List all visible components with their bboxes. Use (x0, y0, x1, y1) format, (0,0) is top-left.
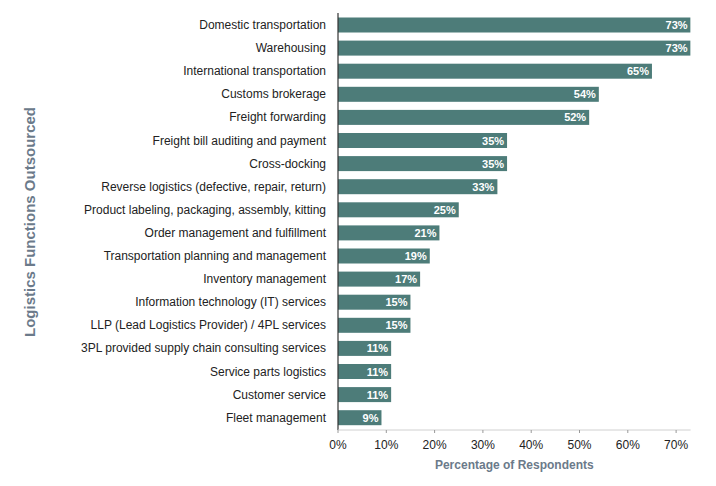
bar (338, 272, 420, 287)
category-label: Freight bill auditing and payment (153, 134, 327, 148)
category-label: Service parts logistics (210, 365, 326, 379)
tick-label: 20% (423, 438, 447, 452)
bar (338, 18, 691, 33)
category-label: Domestic transportation (199, 18, 326, 32)
tick-mark (676, 430, 677, 433)
data-label: 35% (482, 158, 504, 170)
data-label: 52% (564, 111, 586, 123)
tick-label: 30% (471, 438, 495, 452)
bar (338, 295, 410, 310)
bar (338, 364, 391, 379)
data-label: 21% (414, 227, 436, 239)
bar (338, 410, 381, 425)
category-label: Warehousing (256, 41, 326, 55)
category-label: International transportation (183, 64, 326, 78)
category-label: Cross-docking (249, 157, 326, 171)
data-label: 17% (395, 273, 417, 285)
data-label: 19% (405, 250, 427, 262)
data-label: 15% (385, 319, 407, 331)
category-label: Product labeling, packaging, assembly, k… (84, 203, 326, 217)
bar (338, 64, 652, 79)
category-label: Inventory management (203, 272, 326, 286)
tick-mark (579, 430, 580, 433)
tick-mark (386, 430, 387, 433)
tick-label: 60% (616, 438, 640, 452)
tick-label: 10% (374, 438, 398, 452)
category-label: Information technology (IT) services (135, 295, 326, 309)
bar (338, 110, 589, 125)
data-label: 73% (666, 19, 688, 31)
chart: 73% 73% 65% 54% 52% 35% 35% 33% 25% 21% 19% 17% 15% 1… (0, 0, 716, 486)
data-label: 73% (666, 42, 688, 54)
tick-mark (531, 430, 532, 433)
bar (338, 341, 391, 356)
tick-mark (338, 430, 339, 433)
data-label: 11% (367, 366, 389, 378)
data-label: 33% (472, 181, 494, 193)
tick-label: 40% (519, 438, 543, 452)
category-label: Freight forwarding (229, 110, 326, 124)
tick-mark (627, 430, 628, 433)
bar (338, 249, 430, 264)
data-label: 15% (385, 296, 407, 308)
tick-label: 70% (664, 438, 688, 452)
tick-mark (434, 430, 435, 433)
data-label: 54% (574, 88, 596, 100)
x-axis-line (338, 430, 691, 431)
tick-label: 0% (329, 438, 347, 452)
tick-mark (482, 430, 483, 433)
category-label: LLP (Lead Logistics Provider) / 4PL serv… (91, 318, 326, 332)
y-axis-line (337, 13, 338, 430)
bars (338, 18, 691, 426)
data-label: 65% (627, 65, 649, 77)
bar (338, 318, 410, 333)
data-label: 11% (367, 389, 389, 401)
y-axis-title: Logistics Functions Outsourced (21, 107, 38, 337)
bar (338, 202, 459, 217)
bar (338, 156, 507, 171)
data-label: 9% (363, 412, 379, 424)
bar (338, 179, 497, 194)
data-label: 11% (367, 342, 389, 354)
category-label: Order management and fulfillment (145, 226, 327, 240)
bar (338, 133, 507, 148)
tick-label: 50% (567, 438, 591, 452)
bar (338, 387, 391, 402)
category-label: 3PL provided supply chain consulting ser… (81, 341, 326, 355)
x-axis-title: Percentage of Respondents (435, 458, 594, 472)
data-label: 35% (482, 135, 504, 147)
bar (338, 41, 691, 56)
data-label: 25% (434, 204, 456, 216)
category-label: Reverse logistics (defective, repair, re… (101, 180, 326, 194)
category-label: Transportation planning and management (104, 249, 327, 263)
bar (338, 225, 439, 240)
bar (338, 87, 599, 102)
category-label: Customs brokerage (221, 87, 326, 101)
category-label: Fleet management (226, 411, 327, 425)
category-label: Customer service (233, 388, 327, 402)
